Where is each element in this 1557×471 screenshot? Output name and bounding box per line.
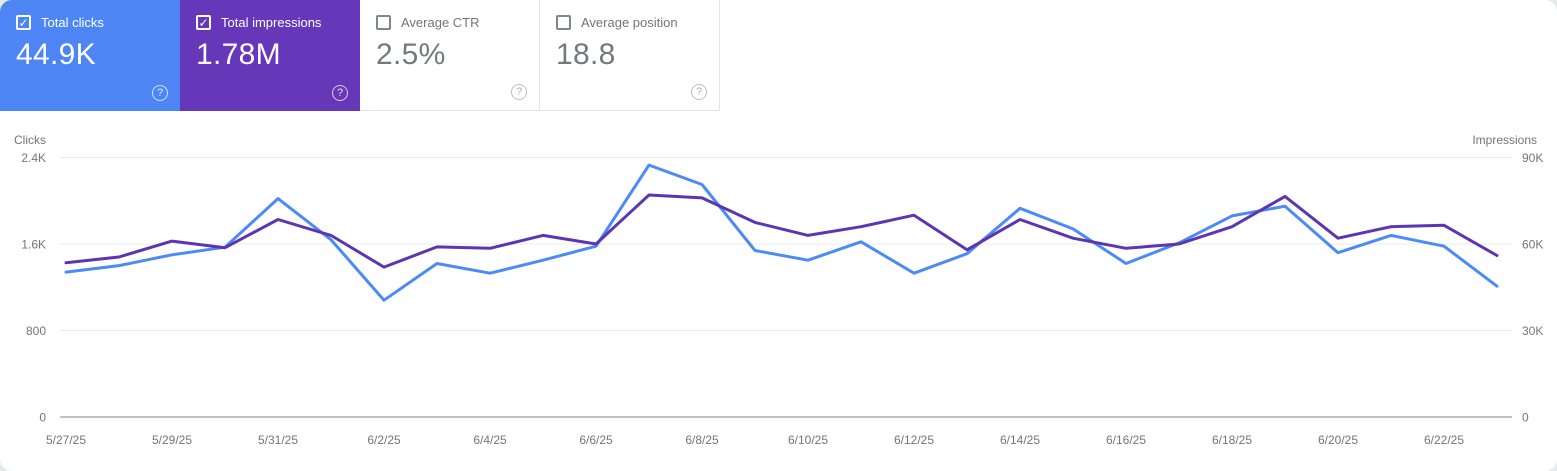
svg-text:6/8/25: 6/8/25 xyxy=(685,433,719,447)
svg-text:6/4/25: 6/4/25 xyxy=(473,433,507,447)
card-head: Average CTR xyxy=(376,15,523,30)
svg-text:5/27/25: 5/27/25 xyxy=(46,433,86,447)
card-average-position[interactable]: Average position 18.8 ? xyxy=(540,0,720,111)
svg-text:5/31/25: 5/31/25 xyxy=(258,433,298,447)
svg-text:6/10/25: 6/10/25 xyxy=(788,433,828,447)
svg-text:6/2/25: 6/2/25 xyxy=(367,433,401,447)
svg-text:6/14/25: 6/14/25 xyxy=(1000,433,1040,447)
svg-text:60K: 60K xyxy=(1522,238,1543,252)
svg-text:0: 0 xyxy=(39,411,46,425)
card-head: Average position xyxy=(556,15,703,30)
card-head: ✓ Total clicks xyxy=(16,15,164,30)
svg-text:Clicks: Clicks xyxy=(14,133,46,147)
help-icon[interactable]: ? xyxy=(511,84,527,100)
checkbox-total-impressions[interactable]: ✓ xyxy=(196,15,211,30)
checkbox-average-position[interactable] xyxy=(556,15,571,30)
svg-text:6/6/25: 6/6/25 xyxy=(579,433,613,447)
svg-text:6/16/25: 6/16/25 xyxy=(1106,433,1146,447)
svg-text:1.6K: 1.6K xyxy=(21,238,46,252)
card-average-ctr[interactable]: Average CTR 2.5% ? xyxy=(360,0,540,111)
card-head: ✓ Total impressions xyxy=(196,15,344,30)
performance-chart[interactable]: Clicks Impressions 2.4K 90K 1.6K 60K 800 30K 0 0 5… xyxy=(0,111,1557,471)
checkbox-total-clicks[interactable]: ✓ xyxy=(16,15,31,30)
svg-text:6/12/25: 6/12/25 xyxy=(894,433,934,447)
help-icon[interactable]: ? xyxy=(691,84,707,100)
svg-text:30K: 30K xyxy=(1522,324,1543,338)
metric-cards-row: ✓ Total clicks 44.9K ? ✓ Total impressio… xyxy=(0,0,1557,111)
card-label: Average CTR xyxy=(401,15,480,30)
checkbox-average-ctr[interactable] xyxy=(376,15,391,30)
svg-text:6/20/25: 6/20/25 xyxy=(1318,433,1358,447)
average-ctr-value: 2.5% xyxy=(376,38,446,71)
card-total-clicks[interactable]: ✓ Total clicks 44.9K ? xyxy=(0,0,180,111)
svg-text:5/29/25: 5/29/25 xyxy=(152,433,192,447)
card-total-impressions[interactable]: ✓ Total impressions 1.78M ? xyxy=(180,0,360,111)
svg-text:6/18/25: 6/18/25 xyxy=(1212,433,1252,447)
svg-text:2.4K: 2.4K xyxy=(21,151,46,165)
svg-text:0: 0 xyxy=(1522,411,1529,425)
help-icon[interactable]: ? xyxy=(332,85,348,101)
total-impressions-value: 1.78M xyxy=(196,38,281,71)
average-position-value: 18.8 xyxy=(556,38,616,71)
card-label: Total impressions xyxy=(221,15,322,30)
total-clicks-value: 44.9K xyxy=(16,38,96,71)
card-label: Total clicks xyxy=(41,15,104,30)
svg-text:90K: 90K xyxy=(1522,151,1543,165)
help-icon[interactable]: ? xyxy=(152,85,168,101)
card-label: Average position xyxy=(581,15,678,30)
svg-text:800: 800 xyxy=(26,324,46,338)
svg-text:Impressions: Impressions xyxy=(1472,133,1537,147)
svg-text:6/22/25: 6/22/25 xyxy=(1424,433,1464,447)
